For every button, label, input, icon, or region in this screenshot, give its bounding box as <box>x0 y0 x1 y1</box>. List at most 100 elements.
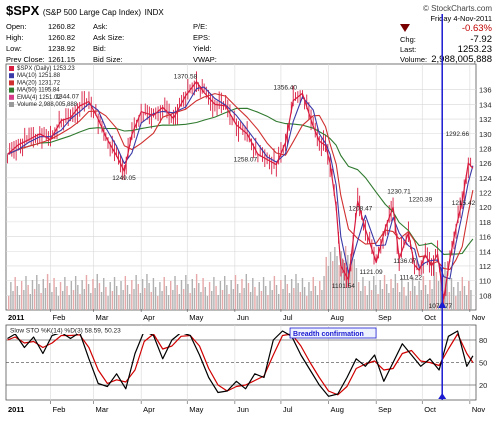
volume-bar <box>29 294 31 310</box>
vwap-label: VWAP: <box>193 55 217 64</box>
volume-bar <box>96 274 98 310</box>
x-month-label: Apr <box>143 405 155 414</box>
volume-bar <box>191 279 193 310</box>
up-arrow-icon <box>438 301 447 308</box>
volume-bar <box>33 289 36 310</box>
volume-bar <box>297 283 299 310</box>
volume-bar <box>416 295 418 310</box>
price-y-tick: 136 <box>479 86 492 95</box>
volume-bar <box>94 288 96 310</box>
price-plot-area <box>5 63 477 311</box>
price-annotation: 1215.42 <box>452 200 476 207</box>
volume-bar <box>128 294 131 310</box>
price-annotation: 1101.54 <box>332 283 355 290</box>
volume-bar <box>152 278 155 310</box>
volume-bar <box>98 283 101 310</box>
sto-legend-bg <box>8 326 188 334</box>
chart-title: $SPX (S&P 500 Large Cap Index) INDX <box>6 3 164 18</box>
change-percent: -0.63% <box>461 23 492 34</box>
volume-bar <box>10 282 12 310</box>
bid-label: Bid: <box>93 44 106 53</box>
volume-bar <box>414 286 416 310</box>
volume-bar <box>342 260 345 310</box>
legend-swatch <box>9 66 14 71</box>
volume-bar <box>355 268 358 310</box>
volume-bar <box>407 282 409 310</box>
volume-bar <box>325 257 327 310</box>
volume-bar <box>206 296 209 310</box>
volume-bar <box>265 286 267 310</box>
volume-bar <box>386 284 388 310</box>
low-label: Low: <box>6 44 22 53</box>
volume-bar <box>167 295 170 310</box>
volume-bar <box>226 285 228 310</box>
sto-legend-label: Slow STO %K(14) %D(3) 58.59, 50.23 <box>10 328 121 335</box>
x-month-label: Nov <box>472 313 486 322</box>
price-y-tick: 116 <box>479 233 491 242</box>
volume-bar <box>79 294 81 310</box>
volume-bar <box>12 291 14 310</box>
volume-bar <box>463 286 466 310</box>
volume-bar <box>135 275 137 310</box>
volume-bar <box>113 277 116 310</box>
volume-bar <box>429 280 431 310</box>
volume-bar <box>373 276 375 310</box>
legend-label: MA(10) 1251.88 <box>17 73 61 79</box>
volume-bar <box>280 280 282 310</box>
volume-bar <box>256 296 258 310</box>
volume-bar <box>370 290 373 310</box>
price-annotation: 1220.39 <box>409 197 433 204</box>
volume-bar <box>211 291 213 310</box>
volume-bar <box>163 277 165 310</box>
volume-bar <box>308 282 310 310</box>
volume-bar <box>303 287 306 310</box>
x-month-label: Jul <box>283 313 293 322</box>
low-value: 1238.92 <box>48 44 76 53</box>
volume-bar <box>401 278 403 310</box>
volume-bar <box>269 281 271 310</box>
volume-bar <box>144 288 146 310</box>
x-month-label: Mar <box>96 313 109 322</box>
volume-bar <box>306 296 308 310</box>
legend-label: EMA(4) 1251.02 <box>17 95 61 101</box>
bid-size-label: Bid Size: <box>93 55 123 64</box>
volume-bar <box>70 281 73 310</box>
volume-bar <box>92 279 94 310</box>
volume-bar <box>366 295 368 310</box>
volume-bar <box>219 281 222 310</box>
up-arrow-icon <box>438 393 447 399</box>
volume-bar <box>53 278 55 310</box>
volume-bar <box>368 281 371 310</box>
yield-label: Yield: <box>193 44 212 53</box>
legend-swatch <box>9 94 14 100</box>
breadth-callout-text: Breadth confirmation <box>293 331 364 338</box>
volume-bar <box>262 277 265 310</box>
prev-close-value: 1261.15 <box>48 55 76 64</box>
ask-size-label: Ask Size: <box>93 33 125 42</box>
ma10-line <box>7 86 474 280</box>
volume-bar <box>332 261 334 310</box>
volume-bar <box>141 279 144 310</box>
x-month-label: Oct <box>424 313 437 322</box>
price-y-tick: 124 <box>479 174 492 183</box>
volume-bar <box>236 284 239 310</box>
volume-bar <box>310 291 312 310</box>
legend-label: MA(50) 1195.84 <box>17 88 60 94</box>
volume-bar <box>74 276 77 310</box>
volume-bar <box>182 289 185 310</box>
volume-bar <box>383 275 386 310</box>
price-y-tick: 108 <box>479 291 492 300</box>
volume-bar <box>36 275 38 310</box>
volume-bar <box>232 289 235 310</box>
volume-bar <box>208 282 211 310</box>
volume-bar <box>202 278 204 310</box>
x-month-label: Jun <box>237 313 249 322</box>
volume-bar <box>8 296 10 310</box>
volume-bar <box>353 259 355 310</box>
volume-bar <box>234 275 237 310</box>
down-arrow-icon <box>400 24 410 32</box>
volume-bar <box>437 281 440 310</box>
x-month-label: May <box>189 313 203 322</box>
volume-bar <box>83 289 85 310</box>
volume-bar <box>278 294 280 310</box>
